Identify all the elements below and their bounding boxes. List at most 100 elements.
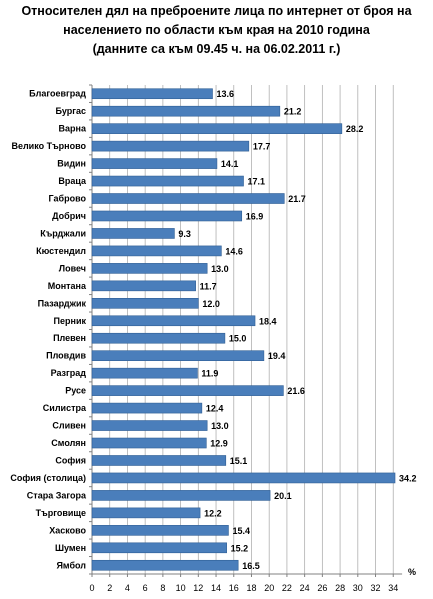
x-tick-label-12: 12 [193, 583, 203, 593]
x-tick-label-30: 30 [353, 583, 363, 593]
x-tick-label-26: 26 [317, 583, 327, 593]
bar-4 [91, 140, 250, 152]
bar-6 [91, 175, 244, 187]
x-tick-label-0: 0 [89, 583, 94, 593]
category-label-16: Пловдив [46, 351, 86, 361]
bar-17 [91, 367, 198, 379]
category-label-11: Ловеч [59, 263, 86, 273]
category-label-24: Стара Загора [27, 490, 87, 500]
bar-25 [91, 507, 201, 519]
x-tick-label-10: 10 [176, 583, 186, 593]
data-label-20: 13.0 [211, 421, 229, 431]
data-label-24: 20.1 [274, 491, 292, 501]
data-label-14: 18.4 [259, 316, 277, 326]
data-label-11: 13.0 [211, 264, 229, 274]
bar-11 [91, 263, 208, 274]
category-label-19: Силистра [43, 403, 87, 413]
bar-7 [91, 193, 285, 204]
data-label-7: 21.7 [288, 194, 306, 204]
data-label-26: 15.4 [232, 526, 250, 536]
data-label-28: 16.5 [242, 561, 260, 571]
data-label-4: 17.7 [253, 142, 271, 152]
category-label-4: Велико Търново [11, 141, 86, 151]
data-label-23: 34.2 [399, 473, 417, 483]
data-label-8: 16.9 [246, 211, 264, 221]
category-label-27: Шумен [55, 543, 86, 553]
x-tick-label-28: 28 [335, 583, 345, 593]
category-label-21: Смолян [51, 438, 86, 448]
data-label-1: 13.6 [216, 89, 234, 99]
bar-5 [91, 158, 218, 169]
category-label-5: Видин [57, 159, 86, 169]
data-label-16: 19.4 [268, 351, 286, 361]
category-label-18: Русе [65, 386, 86, 396]
category-label-23: София (столица) [10, 473, 86, 483]
category-label-12: Монтана [48, 281, 87, 291]
chart-title-line-1: Относителен дял на преброените лица по и… [21, 4, 412, 18]
bar-15 [91, 332, 226, 344]
bar-28 [91, 559, 239, 571]
data-label-19: 12.4 [206, 404, 224, 414]
data-label-27: 15.2 [231, 543, 249, 553]
x-tick-label-24: 24 [300, 583, 310, 593]
data-label-15: 15.0 [229, 334, 247, 344]
category-label-25: Търговище [36, 508, 86, 518]
category-label-3: Варна [59, 124, 87, 134]
bar-27 [91, 542, 227, 554]
bar-19 [91, 402, 203, 414]
bar-1 [91, 88, 213, 100]
data-label-17: 11.9 [201, 369, 218, 379]
bar-9 [91, 228, 175, 239]
category-label-2: Бургас [56, 106, 87, 116]
data-label-22: 15.1 [230, 456, 248, 466]
bar-26 [91, 525, 229, 536]
data-label-10: 14.6 [225, 246, 243, 256]
x-axis-unit-label: % [408, 567, 417, 577]
x-tick-label-20: 20 [264, 583, 274, 593]
category-label-8: Добрич [52, 211, 86, 221]
chart-title-line-3: (данните са към 09.45 ч. на 06.02.2011 г… [92, 42, 341, 56]
bar-3 [91, 123, 343, 134]
bar-10 [91, 245, 222, 257]
data-label-25: 12.2 [204, 508, 222, 518]
x-tick-label-16: 16 [229, 583, 239, 593]
x-tick-label-4: 4 [125, 583, 130, 593]
bar-21 [91, 437, 207, 449]
chart-title: Относителен дял на преброените лица по и… [0, 2, 433, 59]
bar-23 [91, 472, 396, 484]
bar-2 [91, 105, 281, 117]
bar-18 [91, 385, 284, 396]
chart-title-line-2: населението по области към края на 2010 … [63, 23, 370, 37]
category-label-15: Плевен [53, 333, 86, 343]
data-label-5: 14.1 [221, 159, 239, 169]
category-label-10: Кюстендил [36, 246, 86, 256]
x-tick-label-18: 18 [246, 583, 256, 593]
data-label-13: 12.0 [202, 299, 220, 309]
data-label-3: 28.2 [346, 124, 364, 134]
data-label-21: 12.9 [210, 439, 228, 449]
category-label-1: Благоевград [29, 89, 86, 99]
x-tick-label-34: 34 [388, 583, 398, 593]
category-label-26: Хасково [49, 525, 86, 535]
x-tick-label-8: 8 [160, 583, 165, 593]
category-label-22: София [55, 455, 86, 465]
x-tick-label-22: 22 [282, 583, 292, 593]
category-label-14: Перник [54, 316, 87, 326]
bar-13 [91, 298, 199, 309]
x-tick-label-14: 14 [211, 583, 221, 593]
bar-20 [91, 420, 208, 431]
category-label-7: Габрово [49, 194, 87, 204]
x-tick-label-6: 6 [143, 583, 148, 593]
category-label-13: Пазарджик [38, 298, 87, 308]
category-label-20: Сливен [52, 421, 86, 431]
bar-14 [91, 315, 256, 327]
category-label-6: Враца [58, 176, 87, 186]
data-label-12: 11.7 [200, 281, 217, 291]
x-tick-label-32: 32 [371, 583, 381, 593]
bar-12 [91, 280, 196, 292]
data-label-9: 9.3 [178, 229, 191, 239]
category-label-28: Ямбол [56, 560, 86, 570]
x-tick-label-2: 2 [107, 583, 112, 593]
bar-8 [91, 210, 243, 222]
